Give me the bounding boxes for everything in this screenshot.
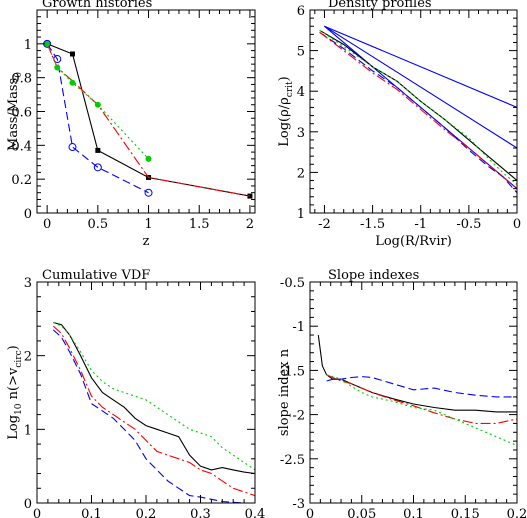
x-tick-label: 0.05 — [347, 507, 376, 518]
y-tick-label: -2 — [292, 409, 305, 424]
series-line-3 — [46, 43, 250, 197]
chart-panel-1: Growth histories 0 0.5 1 1.5 2 0 0.2 0.4 0.6 0.8 1 z… — [6, 0, 256, 249]
x-tick-label: 0.1 — [81, 507, 102, 518]
data-point — [44, 40, 51, 47]
series-line-2 — [46, 43, 149, 194]
series-line-5 — [319, 31, 517, 194]
data-point — [247, 193, 253, 199]
x-tick-label: -1.5 — [360, 217, 385, 232]
chart-title: Density profiles — [328, 0, 432, 11]
y-axis-label: Log10 n(>vcirc) — [6, 345, 24, 439]
y-tick-label: 2 — [297, 166, 305, 181]
y-tick-label: -1.5 — [280, 364, 305, 379]
plot-frame — [36, 9, 256, 214]
series-line-4 — [326, 374, 517, 447]
y-tick-label: -3 — [292, 497, 305, 512]
x-tick-label: -2 — [318, 217, 331, 232]
series-line-3 — [52, 325, 255, 497]
y-tick-label: 3 — [297, 126, 305, 141]
x-axis-label: Log(R/Rvir) — [375, 234, 452, 249]
x-tick-label: 0.1 — [403, 507, 424, 518]
x-tick-label: 0.15 — [451, 507, 480, 518]
data-point — [93, 163, 102, 172]
y-tick-label: 4 — [297, 85, 305, 100]
data-point — [69, 51, 75, 57]
series-line-2 — [326, 376, 517, 398]
series-line-4 — [319, 29, 517, 181]
series-line-1 — [324, 25, 517, 108]
series-line-1 — [317, 334, 517, 413]
x-tick-label: 1 — [144, 217, 152, 232]
y-tick-label: -2.5 — [280, 453, 305, 468]
y-axis-label: slope index n — [277, 348, 292, 436]
series-line-2 — [52, 329, 255, 503]
y-axis-label: Mass/Mass0 — [6, 72, 24, 151]
plot-frame — [309, 281, 518, 504]
x-tick-label: 0.5 — [87, 217, 108, 232]
data-point — [144, 188, 153, 197]
x-tick-label: 0 — [43, 217, 51, 232]
y-tick-label: 0.2 — [11, 173, 32, 188]
x-tick-label: 0.3 — [190, 507, 211, 518]
series-line-6 — [319, 31, 517, 190]
chart-title: Cumulative VDF — [42, 268, 150, 283]
chart-panel-3: Cumulative VDF00.10.20.30.40123vcirc/Vvi… — [6, 268, 265, 518]
y-tick-label: 1 — [24, 423, 32, 438]
series-line-2 — [324, 25, 517, 149]
y-tick-label: 0.8 — [11, 72, 32, 87]
x-tick-label: 1.5 — [189, 217, 210, 232]
y-tick-label: 0 — [24, 497, 32, 512]
series-line-1 — [46, 43, 250, 197]
data-point — [94, 101, 101, 108]
data-point — [54, 64, 61, 71]
y-tick-label: 1 — [297, 207, 305, 222]
data-point — [95, 147, 101, 153]
series-line-7 — [319, 29, 517, 186]
plot-frame — [309, 9, 518, 214]
x-tick-label: 0 — [306, 507, 314, 518]
y-tick-label: 6 — [297, 4, 305, 19]
y-axis-label: Log(ρ/ρcrit) — [277, 76, 295, 146]
data-point — [69, 79, 76, 86]
chart-title: Growth histories — [42, 0, 152, 11]
x-axis-label: z — [143, 234, 150, 249]
x-tick-label: -0.5 — [456, 217, 481, 232]
x-tick-label: 0.2 — [507, 507, 527, 518]
y-tick-label: 0 — [24, 207, 32, 222]
series-line-1 — [53, 321, 255, 475]
x-tick-label: 0.4 — [245, 507, 266, 518]
y-tick-label: 5 — [297, 45, 305, 60]
y-tick-label: 0.6 — [11, 106, 32, 121]
plot-frame — [36, 281, 256, 504]
chart-panel-2: Density profiles -2 -1.5 -1 -0.5 0 1 2 3 4 5 6 Log(R… — [277, 0, 521, 249]
x-tick-label: 0.2 — [136, 507, 157, 518]
data-point — [68, 143, 77, 152]
x-tick-label: -1 — [414, 217, 427, 232]
y-tick-label: 3 — [24, 276, 32, 291]
series-line-4 — [53, 321, 255, 471]
y-tick-label: -0.5 — [280, 276, 305, 291]
series-line-3 — [326, 374, 517, 424]
series-line-4 — [46, 43, 149, 160]
y-tick-label: 1 — [24, 38, 32, 53]
y-tick-label: 0.4 — [11, 139, 32, 154]
y-tick-label: -1 — [292, 320, 305, 335]
chart-panel-4: Slope indexes 0 0.05 0.1 0.15 0.2 -3 -2.5 -2 -1.5… — [277, 268, 527, 518]
x-tick-label: 2 — [246, 217, 254, 232]
chart-title: Slope indexes — [328, 268, 419, 283]
data-point — [145, 155, 152, 162]
x-tick-label: 0 — [33, 507, 41, 518]
x-tick-label: 0 — [513, 217, 521, 232]
y-tick-label: 2 — [24, 350, 32, 365]
